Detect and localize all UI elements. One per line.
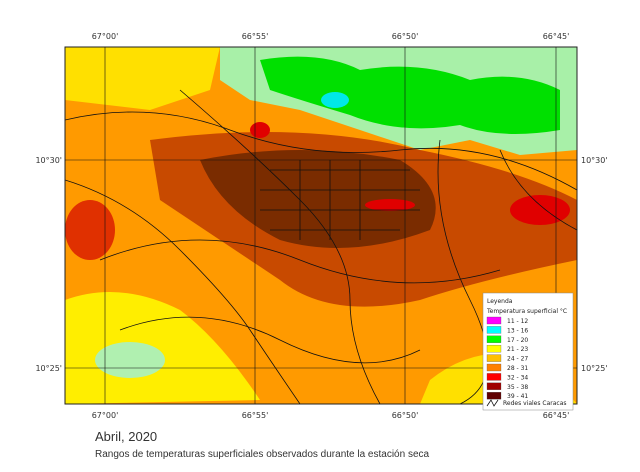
bottom-coord-label: 66°50'	[392, 411, 419, 420]
right-coord-label: 10°30'	[581, 156, 608, 165]
legend-title: Leyenda	[487, 298, 513, 305]
legend-swatch	[486, 326, 502, 334]
right-coord-label: 10°25'	[581, 364, 608, 373]
legend-roads: Redes viales Caracas	[503, 400, 567, 407]
bottom-coord-label: 67°00'	[92, 411, 119, 420]
top-coord-label: 67°00'	[92, 32, 119, 41]
legend-label: 21 - 23	[507, 346, 528, 353]
top-coord-label: 66°50'	[392, 32, 419, 41]
legend-label: 35 - 38	[507, 384, 528, 391]
map-frame	[64, 46, 578, 405]
left-coord-label: 10°30'	[35, 156, 62, 165]
caption-title: Abril, 2020	[95, 429, 158, 444]
left-coord-label: 10°25'	[35, 364, 62, 373]
legend-swatch	[486, 354, 502, 362]
bottom-coord-label: 66°45'	[543, 411, 570, 420]
legend-swatch	[486, 382, 502, 390]
legend-label: 11 - 12	[507, 318, 528, 325]
caption-text: Rangos de temperaturas superficiales obs…	[95, 449, 430, 460]
legend-swatch	[486, 345, 502, 353]
legend-subtitle: Temperatura superficial °C	[486, 308, 567, 315]
legend-swatch	[486, 335, 502, 343]
legend-label: 17 - 20	[507, 337, 528, 344]
legend-label: 13 - 16	[507, 327, 528, 334]
legend-road-symbol	[486, 399, 499, 407]
legend-swatch	[486, 363, 502, 372]
legend-label: 39 - 41	[507, 393, 528, 400]
bottom-coord-label: 66°55'	[242, 411, 269, 420]
legend-label: 24 - 27	[507, 356, 528, 363]
legend-label: 32 - 34	[507, 374, 528, 381]
legend-swatch	[486, 392, 502, 400]
top-coord-label: 66°45'	[543, 32, 570, 41]
top-coord-label: 66°55'	[242, 32, 269, 41]
legend: Leyenda Temperatura superficial °C 11 - 12…	[482, 292, 574, 411]
map: 67°00' 67°00' 66°55' 66°55' 66°50' 66°50' 66°4…	[35, 32, 608, 420]
legend-label: 28 - 31	[507, 365, 528, 372]
legend-swatch	[486, 316, 502, 325]
legend-swatch	[486, 373, 502, 381]
